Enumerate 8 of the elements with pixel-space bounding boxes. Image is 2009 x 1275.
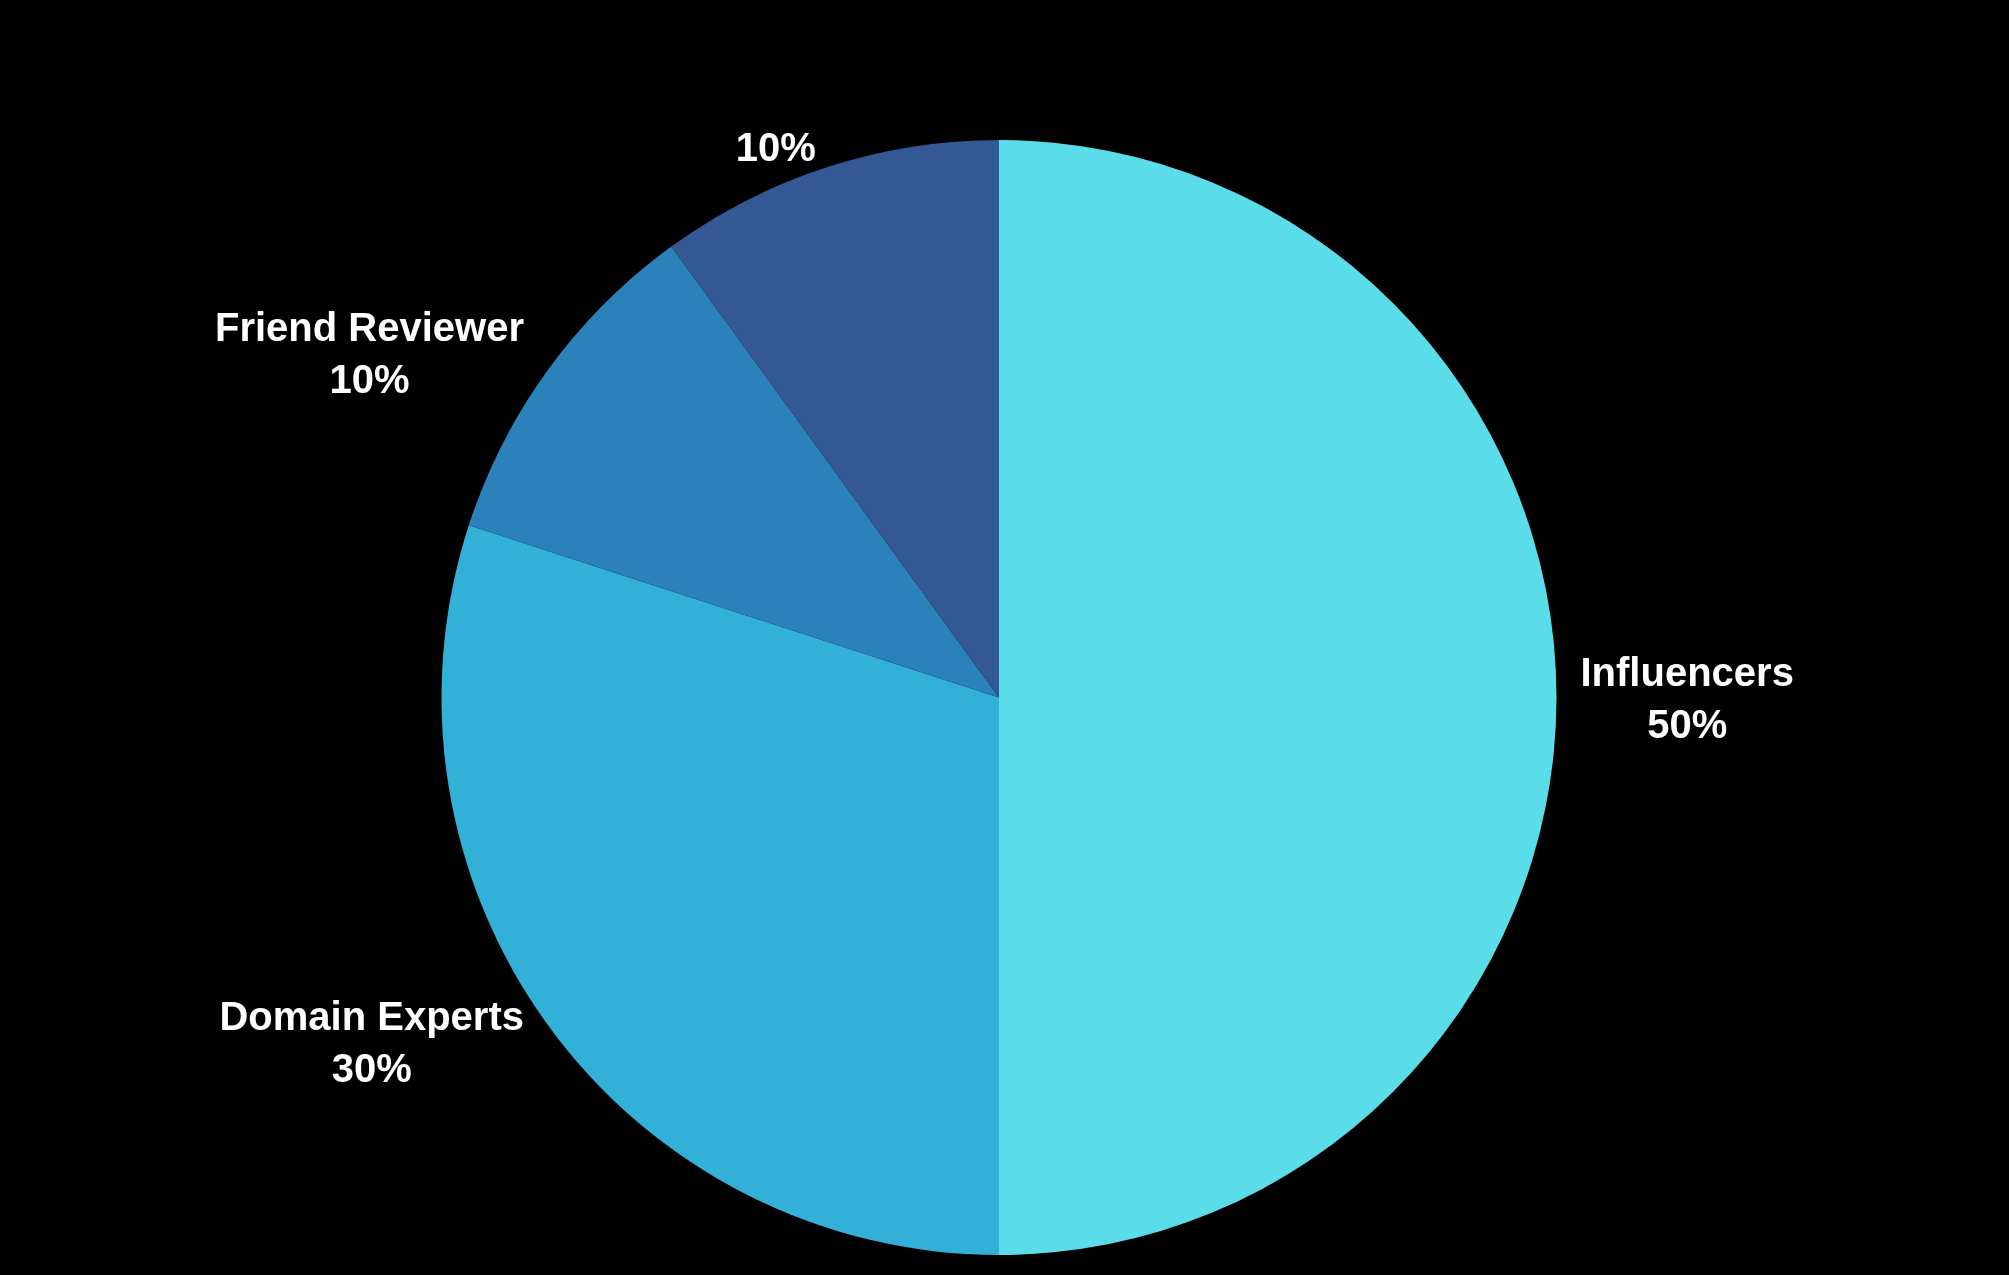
data-label: 30% [331, 1045, 412, 1090]
data-label: 10% [735, 125, 816, 170]
slice-label: Influencers [1580, 649, 1794, 694]
data-label: 10% [329, 357, 410, 402]
slice-label: Domain Experts [219, 993, 524, 1038]
pie-slice [999, 140, 1556, 1255]
data-label: 50% [1647, 701, 1728, 746]
slice-label: Friend Reviewer [214, 305, 524, 350]
